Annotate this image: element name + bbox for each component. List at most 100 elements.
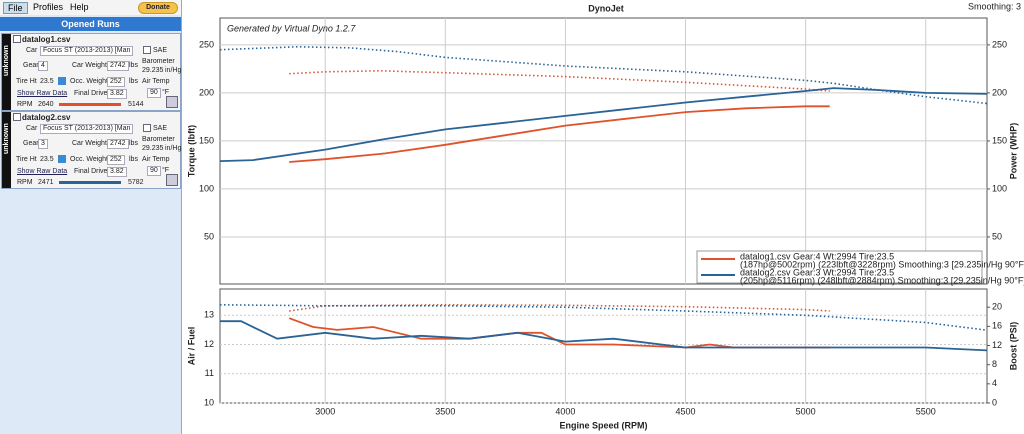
series-line [219, 87, 988, 162]
tire-icon [58, 77, 66, 85]
weight-input[interactable]: 2742 [107, 61, 129, 71]
menu-item[interactable]: File [3, 2, 28, 14]
occ-input[interactable]: 252 [107, 77, 125, 87]
label: Tire Ht [16, 78, 37, 85]
x-tick-label: 4000 [555, 406, 575, 416]
label: SAE [153, 47, 168, 54]
menu-item[interactable]: Help [70, 2, 89, 12]
graph-icon[interactable] [166, 174, 178, 186]
fd-input[interactable]: 3.82 [107, 167, 127, 177]
side-strip: unknown [2, 112, 11, 188]
raw-link[interactable]: Show Raw Data [17, 168, 68, 175]
tire-icon [58, 155, 66, 163]
checkbox[interactable] [143, 46, 151, 54]
y2-tick-label: 16 [992, 321, 1002, 331]
rpm-slider[interactable] [59, 103, 121, 106]
graph-icon[interactable] [166, 96, 178, 108]
y2-tick-label: 200 [992, 87, 1007, 97]
weight-input[interactable]: 2742 [107, 139, 129, 149]
y-tick-label: 12 [204, 339, 214, 349]
label: Tire Ht [16, 156, 37, 163]
y2-axis-title: Power (WHP) [1008, 123, 1018, 180]
y2-tick-label: 4 [992, 378, 997, 388]
donate-button[interactable]: Donate [138, 2, 178, 14]
occ-input[interactable]: 252 [107, 155, 125, 165]
car-select[interactable]: Focus ST (2013-2013) [Man [40, 46, 134, 56]
label: Final Drive [74, 90, 108, 97]
car-select[interactable]: Focus ST (2013-2013) [Man [40, 124, 134, 134]
side-strip: unknown [2, 34, 11, 110]
side-label: unknown [3, 45, 10, 76]
unit: lbs [129, 62, 138, 69]
unit: lbs [129, 78, 138, 85]
y-tick-label: 13 [204, 310, 214, 320]
y2-tick-label: 12 [992, 340, 1002, 350]
label: Final Drive [74, 168, 108, 175]
x-tick-label: 4500 [676, 406, 696, 416]
checkbox[interactable] [143, 124, 151, 132]
tire-value: 23.5 [40, 78, 54, 85]
label: Car Weight [72, 140, 107, 147]
label: Occ. Weight [70, 156, 108, 163]
checkbox[interactable] [13, 113, 21, 121]
unit: °F [162, 89, 170, 96]
file-name: datalog2.csv [22, 113, 71, 122]
series-line [219, 304, 988, 331]
label: SAE [153, 125, 168, 132]
legend-text: datalog2.csv Gear:3 Wt:2994 Tire:23.5 [740, 267, 894, 277]
menu-bar: File Profiles Help Donate [0, 0, 181, 15]
y-tick-label: 150 [199, 135, 214, 145]
raw-link[interactable]: Show Raw Data [17, 90, 68, 97]
legend-box [696, 250, 983, 284]
legend-text: (187hp@5002rpm) (223lbft@3228rpm) Smooth… [740, 259, 1024, 269]
legend-text: datalog1.csv Gear:4 Wt:2994 Tire:23.5 [740, 251, 894, 261]
gear-select[interactable]: 4 [38, 61, 48, 71]
unit: °F [162, 167, 170, 174]
unit: in/Hg [165, 67, 182, 74]
gear-select[interactable]: 3 [38, 139, 48, 149]
series-line [289, 105, 830, 163]
toolbar-text: Smoothing: 3 [968, 1, 1021, 11]
rpm-slider[interactable] [59, 181, 121, 184]
label: Car Weight [72, 62, 107, 69]
y2-axis-title: Boost (PSI) [1008, 322, 1018, 371]
series-line [219, 45, 988, 105]
label: Gear [23, 140, 39, 147]
fd-input[interactable]: 3.82 [107, 89, 127, 99]
x-tick-label: 3000 [315, 406, 335, 416]
file-name: datalog1.csv [22, 35, 71, 44]
y2-tick-label: 20 [992, 302, 1002, 312]
chart-title: DynoJet [588, 3, 624, 13]
chart-area: Smoothing: 3DynoJet501001502002505010015… [182, 0, 1024, 434]
label: Occ. Weight [70, 78, 108, 85]
checkbox[interactable] [13, 35, 21, 43]
y-tick-label: 250 [199, 39, 214, 49]
series-line [289, 69, 830, 92]
label: Car [26, 47, 38, 54]
unit: lbs [129, 156, 138, 163]
baro-value: 29.235 [142, 145, 164, 152]
temp-input[interactable]: 90 [147, 166, 161, 176]
x-tick-label: 3500 [435, 406, 455, 416]
y-tick-label: 50 [204, 231, 214, 241]
label: Barometer [142, 58, 175, 65]
y-axis-title: Torque (lbft) [186, 125, 196, 177]
rpm-max: 5144 [128, 101, 144, 108]
rpm-min: 2640 [38, 101, 54, 108]
label: Air Temp [142, 78, 170, 85]
temp-input[interactable]: 90 [147, 88, 161, 98]
y2-tick-label: 50 [992, 231, 1002, 241]
run-panel: unknown datalog2.csv Car Focus ST (2013-201… [1, 111, 181, 189]
label: Air Temp [142, 156, 170, 163]
menu-item[interactable]: Profiles [33, 2, 64, 12]
y2-tick-label: 150 [992, 135, 1007, 145]
label: Barometer [142, 136, 175, 143]
x-tick-label: 5000 [796, 406, 816, 416]
y2-tick-label: 0 [992, 397, 997, 407]
baro-value: 29.235 [142, 67, 164, 74]
y-tick-label: 100 [199, 183, 214, 193]
x-axis-title: Engine Speed (RPM) [559, 420, 647, 430]
tire-value: 23.5 [40, 156, 54, 163]
label: Car [26, 125, 38, 132]
